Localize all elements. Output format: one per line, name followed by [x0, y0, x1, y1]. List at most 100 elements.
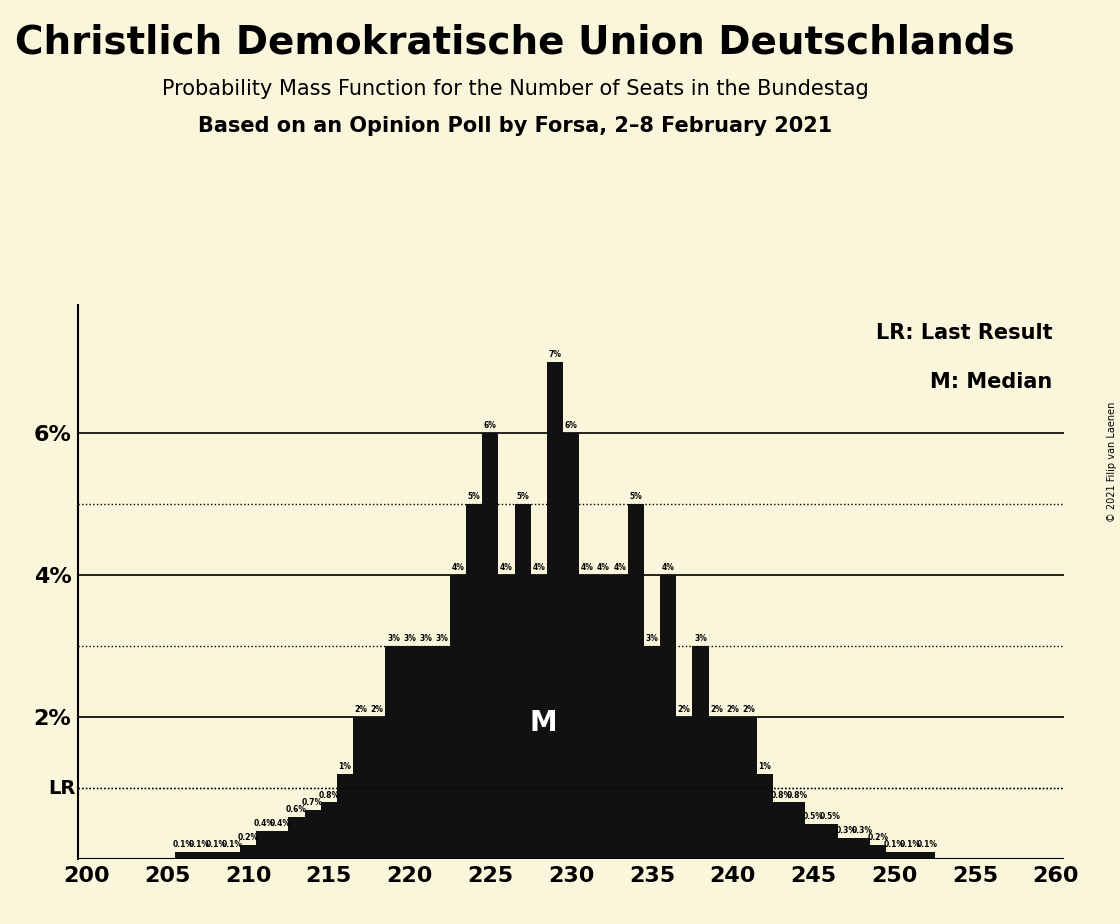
Text: 0.8%: 0.8%	[771, 791, 792, 799]
Text: 0.7%: 0.7%	[302, 797, 324, 807]
Text: 5%: 5%	[468, 492, 480, 501]
Text: 0.3%: 0.3%	[836, 826, 857, 835]
Bar	[709, 717, 725, 859]
Bar	[918, 852, 935, 859]
Text: 4%: 4%	[501, 563, 513, 572]
Bar	[903, 852, 918, 859]
Text: 0.1%: 0.1%	[916, 840, 937, 849]
Text: 6%: 6%	[484, 421, 497, 430]
Text: 0.8%: 0.8%	[318, 791, 339, 799]
Text: 1%: 1%	[338, 762, 352, 772]
Text: 7%: 7%	[549, 350, 561, 359]
Text: 4%: 4%	[614, 563, 626, 572]
Bar	[740, 717, 757, 859]
Bar	[644, 646, 660, 859]
Text: 0.3%: 0.3%	[851, 826, 872, 835]
Bar	[531, 575, 547, 859]
Text: 0.1%: 0.1%	[172, 840, 194, 849]
Bar	[418, 646, 433, 859]
Bar	[853, 838, 870, 859]
Text: 1%: 1%	[758, 762, 772, 772]
Bar	[402, 646, 418, 859]
Bar	[515, 504, 531, 859]
Text: 4%: 4%	[597, 563, 610, 572]
Text: 2%: 2%	[678, 705, 691, 714]
Text: © 2021 Filip van Laenen: © 2021 Filip van Laenen	[1108, 402, 1117, 522]
Bar	[320, 802, 337, 859]
Text: M: M	[530, 709, 558, 736]
Text: 3%: 3%	[419, 634, 432, 643]
Text: 0.8%: 0.8%	[787, 791, 808, 799]
Bar	[483, 432, 498, 859]
Text: 0.1%: 0.1%	[884, 840, 905, 849]
Text: 6%: 6%	[564, 421, 578, 430]
Bar	[272, 831, 289, 859]
Text: 0.2%: 0.2%	[868, 833, 888, 843]
Text: 2%: 2%	[727, 705, 739, 714]
Bar	[886, 852, 903, 859]
Text: 0.1%: 0.1%	[205, 840, 226, 849]
Bar	[612, 575, 627, 859]
Bar	[692, 646, 709, 859]
Text: 3%: 3%	[403, 634, 416, 643]
Bar	[240, 845, 256, 859]
Text: 0.1%: 0.1%	[189, 840, 211, 849]
Bar	[353, 717, 370, 859]
Bar	[660, 575, 676, 859]
Bar	[676, 717, 692, 859]
Bar	[337, 774, 353, 859]
Text: Probability Mass Function for the Number of Seats in the Bundestag: Probability Mass Function for the Number…	[161, 79, 869, 99]
Text: 3%: 3%	[388, 634, 400, 643]
Text: 4%: 4%	[451, 563, 465, 572]
Text: 0.5%: 0.5%	[820, 812, 840, 821]
Bar	[289, 817, 305, 859]
Text: 3%: 3%	[436, 634, 448, 643]
Text: Based on an Opinion Poll by Forsa, 2–8 February 2021: Based on an Opinion Poll by Forsa, 2–8 F…	[198, 116, 832, 136]
Text: 2%: 2%	[710, 705, 724, 714]
Text: 2%: 2%	[743, 705, 755, 714]
Text: 0.1%: 0.1%	[900, 840, 921, 849]
Bar	[433, 646, 450, 859]
Text: 0.5%: 0.5%	[803, 812, 824, 821]
Text: 5%: 5%	[516, 492, 529, 501]
Text: 0.1%: 0.1%	[222, 840, 242, 849]
Bar	[305, 809, 320, 859]
Bar	[627, 504, 644, 859]
Text: 0.6%: 0.6%	[286, 805, 307, 814]
Bar	[176, 852, 192, 859]
Bar	[498, 575, 515, 859]
Text: 3%: 3%	[694, 634, 707, 643]
Text: Christlich Demokratische Union Deutschlands: Christlich Demokratische Union Deutschla…	[16, 23, 1015, 61]
Bar	[370, 717, 385, 859]
Bar	[596, 575, 612, 859]
Bar	[870, 845, 886, 859]
Text: 4%: 4%	[532, 563, 545, 572]
Text: LR: LR	[48, 779, 75, 797]
Bar	[579, 575, 596, 859]
Bar	[790, 802, 805, 859]
Text: 4%: 4%	[662, 563, 674, 572]
Bar	[466, 504, 483, 859]
Bar	[563, 432, 579, 859]
Bar	[224, 852, 240, 859]
Text: 0.2%: 0.2%	[237, 833, 259, 843]
Bar	[256, 831, 272, 859]
Bar	[450, 575, 466, 859]
Bar	[547, 362, 563, 859]
Bar	[805, 824, 822, 859]
Bar	[757, 774, 773, 859]
Text: M: Median: M: Median	[931, 372, 1053, 393]
Bar	[725, 717, 740, 859]
Bar	[838, 838, 853, 859]
Bar	[192, 852, 207, 859]
Bar	[773, 802, 790, 859]
Bar	[822, 824, 838, 859]
Text: 5%: 5%	[629, 492, 642, 501]
Bar	[385, 646, 402, 859]
Bar	[207, 852, 224, 859]
Text: 0.4%: 0.4%	[254, 819, 274, 828]
Text: 4%: 4%	[581, 563, 594, 572]
Text: 3%: 3%	[645, 634, 659, 643]
Text: LR: Last Result: LR: Last Result	[876, 322, 1053, 343]
Text: 0.4%: 0.4%	[270, 819, 291, 828]
